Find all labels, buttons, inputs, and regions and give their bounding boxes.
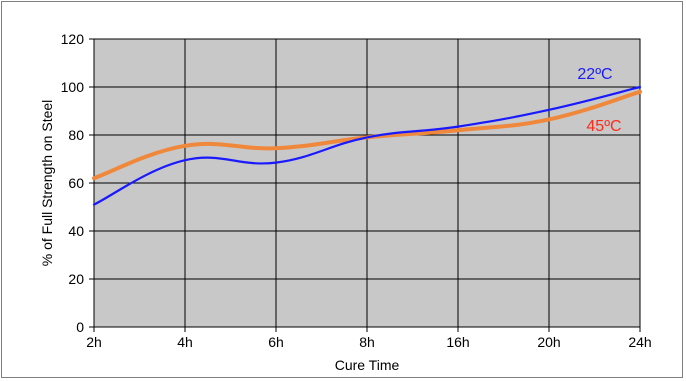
series-label-45c: 45ºC	[586, 118, 621, 135]
x-tick-label: 4h	[177, 334, 193, 350]
x-tick-label: 2h	[86, 334, 102, 350]
series-line-22c	[92, 85, 642, 206]
x-tick-label: 8h	[359, 334, 375, 350]
series-label-22c: 22ºC	[577, 66, 612, 83]
x-tick-label: 6h	[268, 334, 284, 350]
y-tick-label: 60	[68, 175, 84, 191]
x-tick-label: 20h	[537, 334, 560, 350]
y-axis-title: % of Full Strength on Steel	[39, 100, 55, 267]
x-tick-label: 16h	[446, 334, 469, 350]
y-tick-label: 80	[68, 127, 84, 143]
y-tick-label: 0	[76, 319, 84, 335]
y-tick-label: 20	[68, 271, 84, 287]
x-tick-label: 24h	[628, 334, 651, 350]
y-tick-label: 40	[68, 223, 84, 239]
y-tick-label: 100	[61, 79, 85, 95]
y-tick-label: 120	[61, 31, 85, 47]
x-axis-title: Cure Time	[335, 357, 400, 373]
